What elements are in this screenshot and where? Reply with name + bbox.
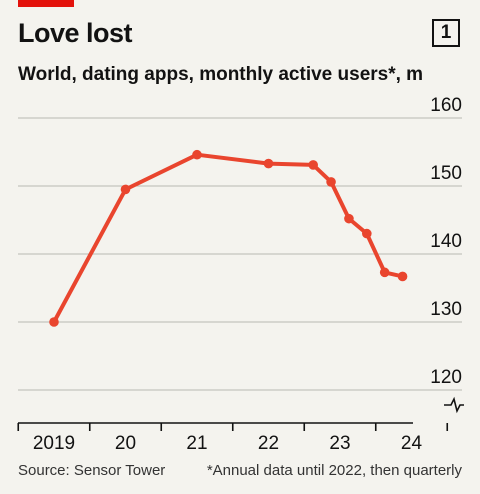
y-tick-label-130: 130: [430, 299, 462, 320]
data-point-8: [379, 267, 390, 278]
data-point-4: [308, 160, 318, 170]
data-point-5: [326, 177, 336, 187]
y-axis-labels: 120 130 140 150 160: [430, 95, 462, 388]
data-point-7: [362, 228, 372, 239]
series-line: [49, 149, 408, 327]
footnote: *Annual data until 2022, then quarterly: [206, 462, 462, 479]
y-tick-label-140: 140: [430, 231, 462, 252]
data-point-3: [263, 158, 274, 169]
data-point-1: [120, 184, 131, 195]
series-path: [52, 152, 405, 324]
data-point-9: [397, 271, 408, 282]
chart-number-badge: 1: [432, 19, 460, 47]
y-tick-label-160: 160: [430, 95, 462, 116]
y-tick-label-150: 150: [430, 163, 462, 184]
axis-break-icon: [444, 396, 464, 414]
x-tick-label-22: 22: [258, 433, 279, 454]
x-tick-label-21: 21: [186, 433, 207, 454]
data-point-0: [49, 317, 59, 327]
brand-tag: [18, 0, 74, 7]
data-point-2: [192, 149, 202, 160]
chart-subtitle: World, dating apps, monthly active users…: [18, 64, 424, 85]
x-tick-label-23: 23: [329, 433, 350, 454]
x-tick-label-24: 24: [401, 433, 423, 454]
data-point-6: [344, 213, 354, 224]
x-axis: 2019 20 21 22 23 24: [17, 422, 449, 454]
y-tick-label-120: 120: [430, 367, 462, 388]
source-note: Source: Sensor Tower: [18, 462, 166, 479]
chart-title: Love lost: [18, 18, 133, 48]
x-tick-label-2019: 2019: [33, 433, 75, 454]
x-tick-label-20: 20: [115, 433, 136, 454]
